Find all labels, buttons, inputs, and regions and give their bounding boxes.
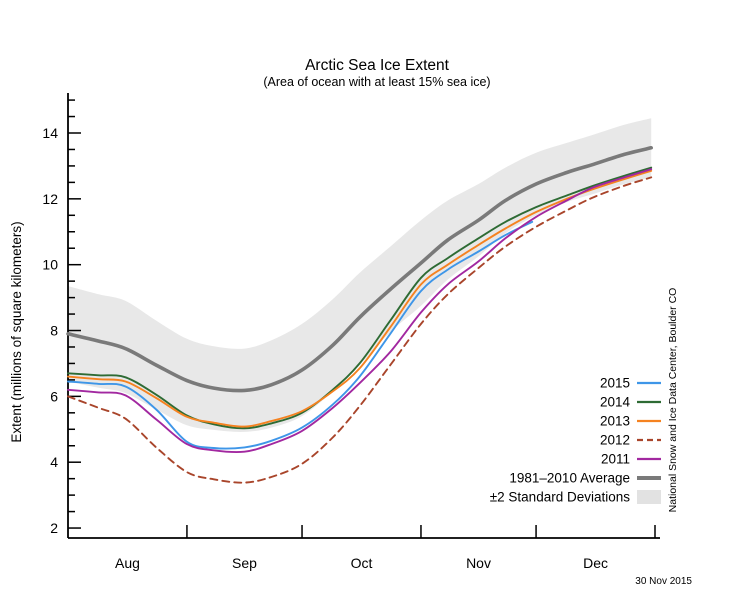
legend-label: 2012 xyxy=(600,433,630,448)
series-line-2014 xyxy=(67,166,653,430)
y-axis-title: Extent (millions of square kilometers) xyxy=(9,221,24,442)
legend-label: 2015 xyxy=(600,376,630,391)
legend-label: 2011 xyxy=(601,452,630,467)
y-tick-label: 12 xyxy=(42,191,58,207)
y-tick-label: 14 xyxy=(42,125,58,141)
axes xyxy=(67,93,660,539)
legend-item-±2 Standard Deviations: ±2 Standard Deviations xyxy=(490,490,661,505)
credit-text: National Snow and Ice Data Center, Bould… xyxy=(667,288,679,513)
std-dev-band xyxy=(68,118,652,432)
y-tick-label: 10 xyxy=(42,257,58,273)
legend-swatch-band xyxy=(637,490,661,504)
series-line-2012 xyxy=(67,176,653,484)
y-tick-label: 6 xyxy=(50,388,58,404)
chart-subtitle: (Area of ocean with at least 15% sea ice… xyxy=(263,75,490,89)
series-line-2015 xyxy=(67,220,534,450)
legend-label: 1981–2010 Average xyxy=(509,471,630,486)
legend-label: 2013 xyxy=(600,414,630,429)
legend-item-1981–2010 Average: 1981–2010 Average xyxy=(509,471,661,486)
x-month-label: Oct xyxy=(351,555,373,571)
average-line xyxy=(66,146,653,393)
date-stamp: 30 Nov 2015 xyxy=(635,576,692,587)
x-month-label: Nov xyxy=(466,555,491,571)
x-month-label: Dec xyxy=(583,555,608,571)
chart-title: Arctic Sea Ice Extent xyxy=(305,57,450,74)
x-month-label: Aug xyxy=(115,555,140,571)
series-line-2011 xyxy=(67,168,653,454)
x-month-label: Sep xyxy=(232,555,257,571)
legend-item-2015: 2015 xyxy=(600,376,661,391)
legend-item-2012: 2012 xyxy=(600,433,661,448)
y-tick-label: 4 xyxy=(50,454,58,470)
series-line-2013 xyxy=(67,169,653,428)
legend-item-2011: 2011 xyxy=(601,452,661,467)
legend-label: 2014 xyxy=(600,395,631,410)
legend: 2015 2014 2013 2012 2011 1981–2010 Average ±2 … xyxy=(490,376,661,505)
y-tick-label: 2 xyxy=(50,520,58,536)
legend-label: ±2 Standard Deviations xyxy=(490,490,630,505)
legend-item-2013: 2013 xyxy=(600,414,661,429)
y-tick-label: 8 xyxy=(50,323,58,339)
legend-item-2014: 2014 xyxy=(600,395,661,410)
axis-labels: 2 4 6 8 10 12 14 Aug Sep Oct Nov Dec xyxy=(42,125,608,571)
